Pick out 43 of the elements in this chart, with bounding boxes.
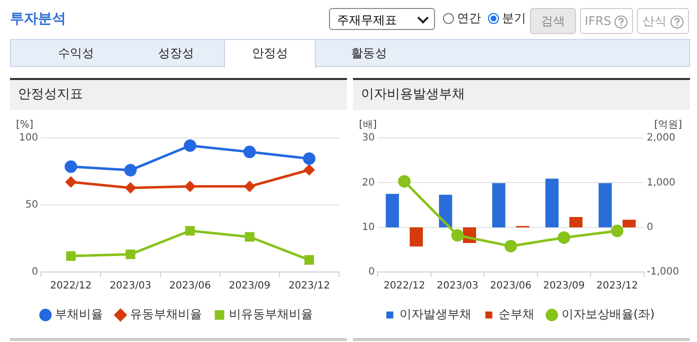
chart-title: 안정성지표 <box>10 80 347 110</box>
text: 주재무제표 <box>329 8 435 30</box>
y-tick-label: 50 <box>25 200 38 211</box>
y2-tick-label: 0 <box>646 222 654 233</box>
legend-label: 부채비율 <box>55 307 103 322</box>
x-tick-label: 2023/06 <box>169 280 211 292</box>
x-tick-label: 2023/09 <box>543 280 585 292</box>
text: 투자분석 <box>10 10 66 28</box>
legend-label: 비유동부채비율 <box>229 307 313 322</box>
text: 성장성 <box>157 45 195 62</box>
x-tick-label: 2023/12 <box>596 280 638 292</box>
y-axis-title: [배] <box>359 120 377 131</box>
y-tick-label: 0 <box>32 266 38 278</box>
x-tick-label: 2022/12 <box>384 280 426 292</box>
legend-label: 이자보상배율(좌) <box>561 307 655 322</box>
y2-tick-label: -1,000 <box>646 266 680 278</box>
x-tick-label: 2023/03 <box>110 280 152 292</box>
x-tick-label: 2023/06 <box>490 280 532 292</box>
y2-tick-label: 1,000 <box>646 177 676 188</box>
chart-title: 이자비용발생부채 <box>353 80 690 110</box>
text: 산식 <box>637 8 689 34</box>
y-tick-label: 20 <box>362 177 375 188</box>
text: 연간 <box>456 10 481 27</box>
y-tick-label: 10 <box>362 222 375 233</box>
text: 검색 <box>530 8 576 34</box>
text: 활동성 <box>350 45 388 62</box>
text: 분기 <box>501 10 526 27</box>
x-tick-label: 2022/12 <box>50 280 92 292</box>
legend-label: 이자발생부채 <box>399 307 472 322</box>
x-tick-label: 2023/12 <box>288 280 330 292</box>
text: 수익성 <box>57 45 95 62</box>
y-tick-label: 0 <box>368 266 375 278</box>
legend-label: 유동부채비율 <box>130 307 202 322</box>
y-tick-label: 100 <box>18 132 38 144</box>
y2-tick-label: 2,000 <box>646 132 676 144</box>
y-axis-title: [%] <box>16 120 34 131</box>
x-tick-label: 2023/09 <box>228 280 270 292</box>
y-tick-label: 30 <box>362 132 375 144</box>
legend-label: 순부채 <box>498 307 534 322</box>
text: 안정성 <box>224 39 316 68</box>
y2-axis-title: [억원] <box>654 120 682 131</box>
x-tick-label: 2023/03 <box>436 280 478 292</box>
text: IFRS <box>580 8 633 34</box>
